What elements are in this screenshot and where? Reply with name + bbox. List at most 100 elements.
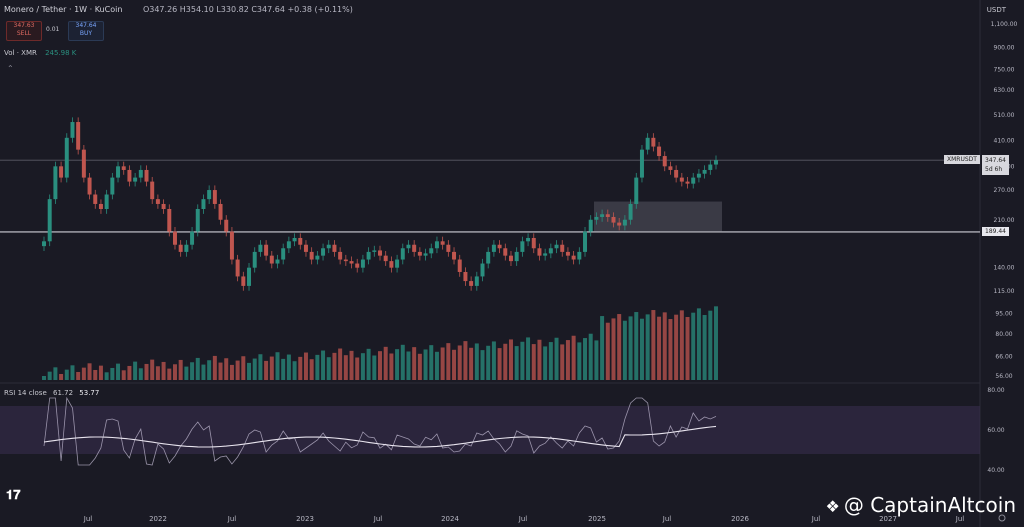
- candle-body: [212, 190, 217, 204]
- candle-body: [395, 259, 400, 268]
- volume-bar: [446, 343, 451, 380]
- price-tick-label: 900.00: [994, 45, 1015, 52]
- candle-body: [338, 251, 343, 260]
- candle-body: [275, 259, 280, 264]
- volume-bar: [571, 335, 576, 380]
- candle-body: [446, 244, 451, 252]
- candle-body: [400, 248, 405, 260]
- price-tick-label: 95.00: [995, 311, 1012, 318]
- volume-bar: [600, 316, 605, 380]
- volume-bar: [207, 360, 212, 380]
- candle-body: [59, 166, 64, 178]
- candle-body: [332, 244, 337, 252]
- candle-body: [469, 281, 474, 286]
- candle-body: [560, 244, 565, 252]
- rsi-value-1: 61.72: [53, 389, 74, 397]
- price-tick-label: 750.00: [994, 66, 1015, 73]
- candle-body: [639, 149, 644, 178]
- candle-body: [486, 251, 491, 264]
- candle-body: [702, 169, 707, 174]
- volume-bar: [526, 337, 531, 380]
- candle-body: [303, 244, 308, 252]
- candle-body: [503, 248, 508, 256]
- candle-body: [645, 137, 650, 150]
- volume-bar: [429, 345, 434, 380]
- ohlc-readout: O347.26 H354.10 L330.82 C347.64 +0.38 (+…: [142, 5, 353, 14]
- tradingview-logo: 𝟏𝟕: [6, 488, 21, 503]
- candle-body: [218, 203, 223, 220]
- volume-bar: [190, 362, 195, 380]
- candle-body: [571, 255, 576, 260]
- volume-bar: [617, 314, 622, 380]
- volume-bar: [463, 341, 468, 380]
- volume-bar: [247, 362, 252, 380]
- candle-body: [110, 177, 115, 195]
- volume-bar: [708, 310, 713, 380]
- volume-bar: [292, 361, 297, 380]
- symbol-title[interactable]: Monero / Tether · 1W · KuCoin: [4, 5, 123, 14]
- volume-bar: [560, 344, 565, 380]
- volume-bar: [685, 317, 690, 380]
- price-tick-label: 630.00: [994, 87, 1015, 94]
- volume-bar: [520, 341, 525, 380]
- time-tick-label: Jul: [83, 515, 93, 523]
- rsi-band: [0, 406, 980, 454]
- candle-body: [491, 244, 496, 252]
- candle-body: [298, 237, 303, 245]
- candle-body: [651, 137, 656, 147]
- volume-bar: [417, 353, 422, 380]
- volume-bar: [714, 306, 718, 380]
- candle-body: [286, 241, 291, 249]
- volume-bar: [64, 369, 69, 380]
- volume-bar: [275, 352, 280, 380]
- volume-bar: [47, 371, 52, 380]
- buy-button[interactable]: 347.64 BUY: [68, 21, 104, 41]
- rsi-label: RSI 14 close: [4, 389, 47, 397]
- time-tick-label: 2023: [296, 515, 314, 523]
- volume-bar: [514, 346, 519, 380]
- candle-body: [42, 241, 46, 247]
- volume-bar: [184, 366, 189, 380]
- candle-body: [714, 160, 718, 165]
- candle-body: [195, 208, 200, 232]
- time-tick-label: 2027: [879, 515, 897, 523]
- volume-bar: [298, 356, 303, 380]
- candle-body: [292, 237, 297, 242]
- volume-bar: [252, 358, 257, 380]
- volume-bar: [389, 353, 394, 380]
- candle-body: [457, 259, 462, 272]
- collapse-chevron-icon[interactable]: ⌃: [7, 64, 14, 73]
- volume-bar: [583, 338, 588, 380]
- candle-body: [434, 241, 439, 249]
- currency-label[interactable]: USDT: [986, 6, 1006, 14]
- candle-body: [474, 276, 479, 286]
- rsi-line: [43, 396, 717, 466]
- sell-button[interactable]: 347.63 SELL: [6, 21, 42, 41]
- rsi-tick-label: 80.00: [987, 387, 1004, 394]
- volume-bar: [423, 349, 428, 380]
- price-tick-label: 115.00: [994, 288, 1015, 295]
- candle-body: [628, 203, 633, 220]
- candle-body: [349, 261, 354, 264]
- volume-bar: [349, 350, 354, 380]
- candle-body: [155, 199, 160, 204]
- candle-body: [691, 177, 696, 184]
- candle-body: [229, 231, 234, 260]
- tag-symbol: XMRUSDT: [947, 156, 977, 163]
- candle-body: [383, 255, 388, 262]
- price-tick-label: 140.00: [994, 265, 1015, 272]
- candle-body: [252, 251, 257, 268]
- candle-body: [321, 248, 326, 256]
- rsi-tick-label: 40.00: [987, 467, 1004, 474]
- volume-bar: [195, 357, 200, 380]
- volume-bar: [372, 355, 377, 380]
- candle-body: [355, 263, 360, 268]
- volume-bar: [691, 312, 696, 380]
- time-tick-label: 2025: [588, 515, 606, 523]
- candle-body: [588, 219, 593, 232]
- candle-body: [47, 199, 52, 242]
- candle-body: [93, 194, 98, 204]
- volume-bar: [42, 376, 46, 380]
- volume-label: Vol · XMR: [4, 49, 37, 57]
